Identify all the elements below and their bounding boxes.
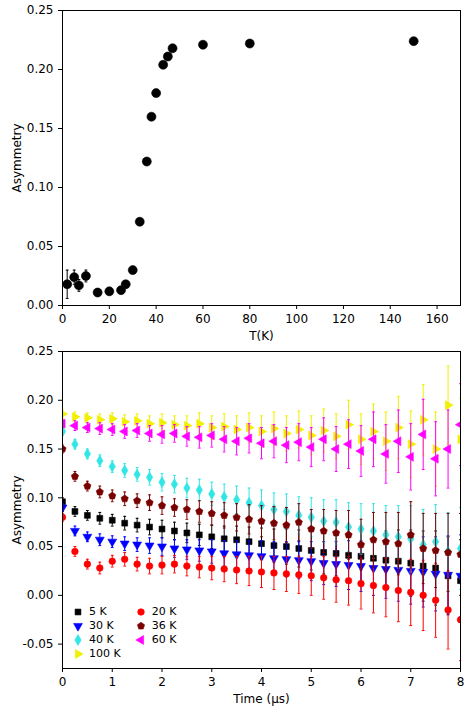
svg-text:0.25: 0.25 [27, 3, 54, 17]
html-text:20 K: 20 K [151, 605, 177, 618]
svg-text:0.10: 0.10 [27, 491, 54, 505]
svg-text:0.05: 0.05 [27, 539, 54, 553]
html-text:5 K: 5 K [89, 605, 107, 618]
svg-text:5: 5 [307, 675, 315, 689]
html-text:60 K: 60 K [151, 633, 177, 646]
svg-text:0.20: 0.20 [27, 62, 54, 76]
svg-text:0.15: 0.15 [27, 121, 54, 135]
svg-text:0.00: 0.00 [27, 588, 54, 602]
svg-text:7: 7 [407, 675, 415, 689]
svg-text:0.20: 0.20 [27, 393, 54, 407]
svg-text:80: 80 [242, 312, 257, 326]
html-text:40 K: 40 K [89, 633, 114, 646]
html-text:100 K: 100 K [89, 647, 121, 660]
svg-text:8: 8 [457, 675, 465, 689]
svg-text:0.15: 0.15 [27, 442, 54, 456]
svg-text:40: 40 [149, 312, 164, 326]
svg-text:0: 0 [59, 312, 67, 326]
html-text:30 K: 30 K [89, 619, 114, 632]
svg-text:20: 20 [102, 312, 117, 326]
svg-text:T(K): T(K) [248, 329, 274, 343]
svg-text:60: 60 [195, 312, 210, 326]
svg-text:4: 4 [258, 675, 266, 689]
svg-text:0.10: 0.10 [27, 180, 54, 194]
svg-text:0.00: 0.00 [27, 298, 54, 312]
svg-text:160: 160 [426, 312, 449, 326]
svg-text:Time (μs): Time (μs) [232, 692, 289, 706]
svg-text:2: 2 [158, 675, 166, 689]
svg-text:100: 100 [285, 312, 308, 326]
svg-text:Asymmetry: Asymmetry [10, 475, 24, 544]
svg-text:Asymmetry: Asymmetry [10, 123, 24, 192]
svg-text:140: 140 [379, 312, 402, 326]
svg-text:0.25: 0.25 [27, 345, 54, 358]
svg-text:120: 120 [332, 312, 355, 326]
svg-text:0.05: 0.05 [27, 239, 54, 253]
svg-text:0: 0 [59, 675, 67, 689]
svg-text:1: 1 [108, 675, 116, 689]
svg-text:6: 6 [357, 675, 365, 689]
svg-text:3: 3 [208, 675, 216, 689]
svg-text:-0.05: -0.05 [22, 637, 53, 651]
html-text:36 K: 36 K [151, 619, 177, 632]
